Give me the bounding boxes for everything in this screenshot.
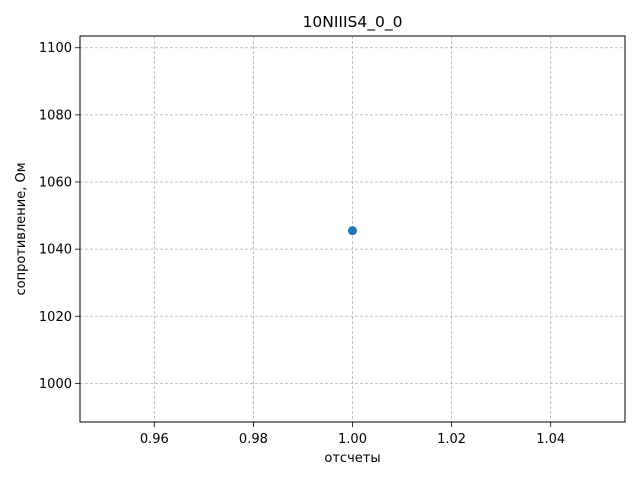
x-axis-label: отсчеты [324,451,380,466]
y-tick-label: 1000 [39,377,72,392]
grid [80,36,625,422]
x-tick-label: 1.04 [536,432,565,447]
y-tick-label: 1100 [39,41,72,56]
x-tick-label: 1.02 [437,432,466,447]
y-tick-label: 1020 [39,310,72,325]
data-point [348,226,357,236]
series-points [348,226,357,236]
chart-title: 10NIIIS4_0_0 [303,13,403,32]
x-tick-label: 0.98 [239,432,268,447]
x-ticks: 0.96 0.98 1.00 1.02 1.04 [140,422,565,447]
y-tick-label: 1080 [39,108,72,123]
x-tick-label: 1.00 [338,432,367,447]
x-tick-label: 0.96 [140,432,169,447]
y-tick-label: 1060 [39,176,72,191]
y-ticks: 1000 1020 1040 1060 1080 1100 [39,41,80,392]
y-tick-label: 1040 [39,243,72,258]
y-axis-label: сопротивление, Ом [14,162,29,295]
